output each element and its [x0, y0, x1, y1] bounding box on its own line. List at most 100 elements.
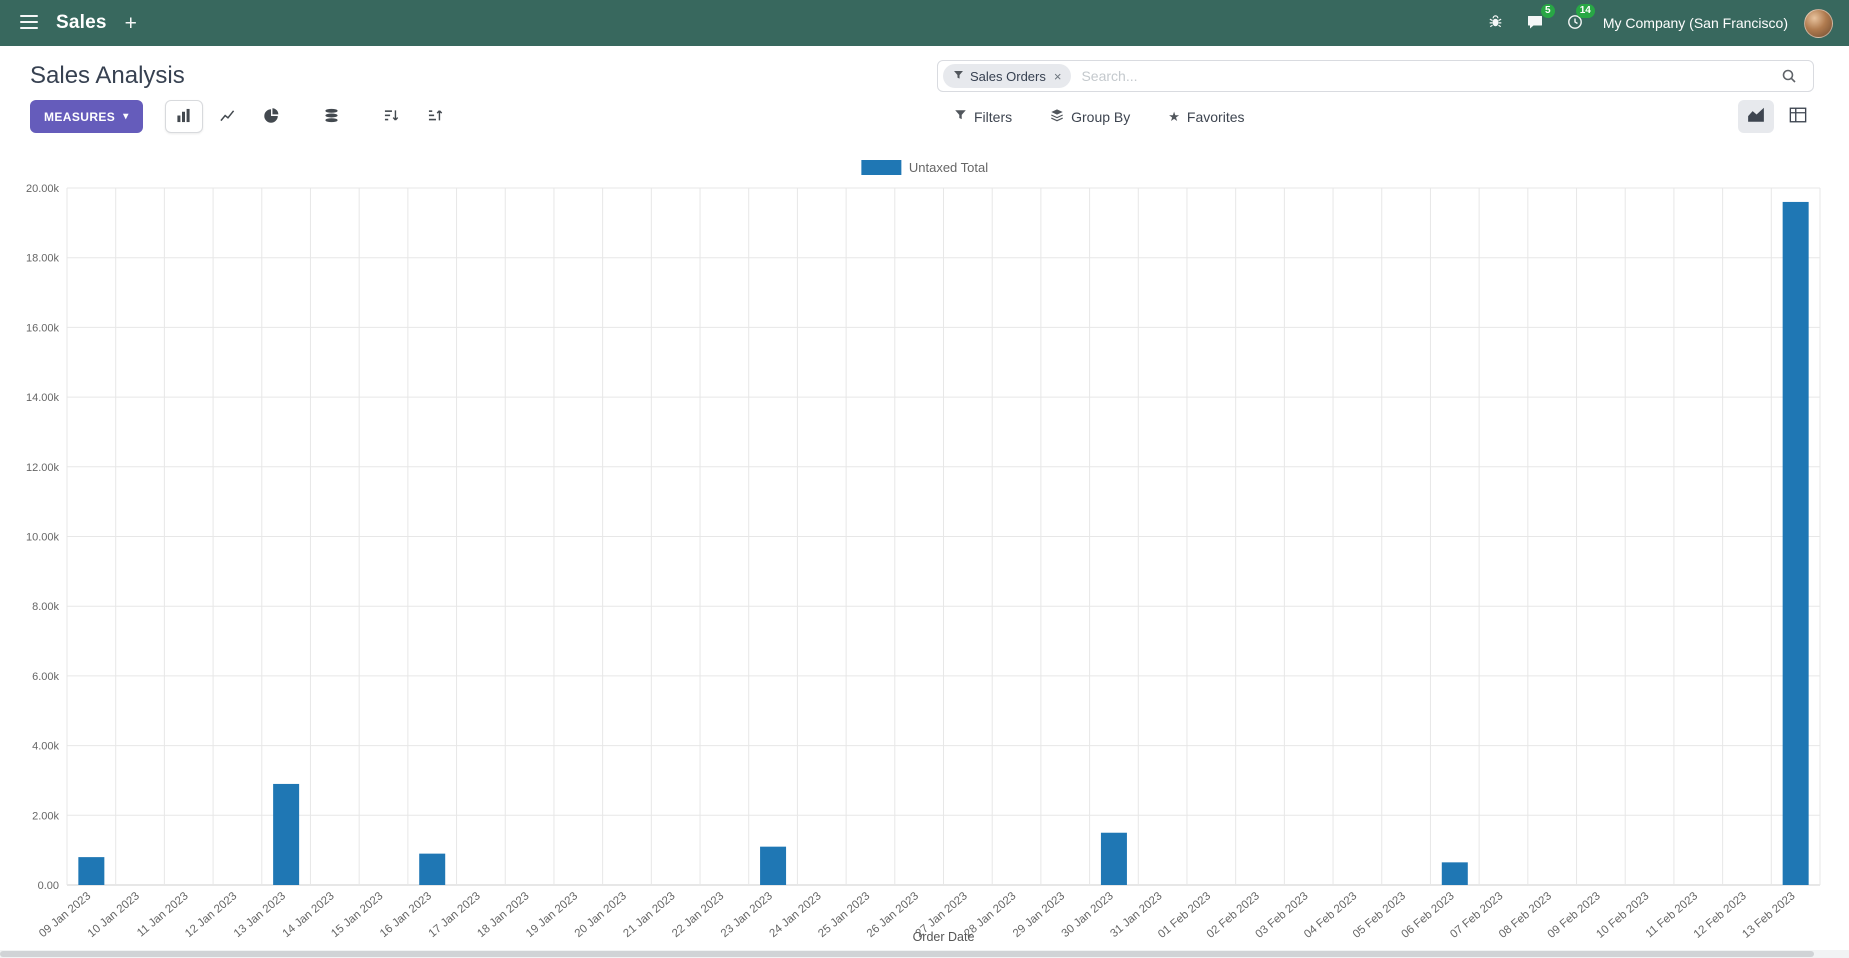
debug-button[interactable]: [1484, 10, 1507, 36]
search-bar[interactable]: Sales Orders ×: [937, 60, 1814, 92]
svg-text:15 Jan 2023: 15 Jan 2023: [329, 890, 385, 940]
user-avatar[interactable]: [1804, 8, 1833, 38]
view-switcher: [1738, 100, 1816, 133]
svg-text:12 Feb 2023: 12 Feb 2023: [1692, 890, 1749, 941]
svg-text:21 Jan 2023: 21 Jan 2023: [621, 890, 677, 940]
svg-text:12.00k: 12.00k: [26, 462, 60, 474]
svg-text:18.00k: 18.00k: [26, 253, 60, 265]
svg-text:06 Feb 2023: 06 Feb 2023: [1400, 890, 1457, 941]
bar-chart-button[interactable]: [164, 100, 203, 133]
hamburger-icon: [20, 14, 38, 32]
messages-button[interactable]: 5: [1523, 3, 1555, 37]
star-icon: ★: [1168, 109, 1180, 124]
sort-descending-button[interactable]: [373, 100, 411, 133]
svg-text:10.00k: 10.00k: [26, 532, 60, 544]
search-icon[interactable]: [1775, 67, 1803, 85]
svg-text:17 Jan 2023: 17 Jan 2023: [427, 890, 483, 940]
line-chart-icon: [220, 108, 235, 126]
sales-chart[interactable]: 0.00 2.00k 4.00k 6.00k 8.00k 10.00k 12.00k 14.0…: [0, 146, 1849, 950]
app-name[interactable]: Sales: [56, 12, 107, 33]
svg-text:10 Jan 2023: 10 Jan 2023: [86, 890, 142, 940]
svg-text:29 Jan 2023: 29 Jan 2023: [1011, 890, 1067, 940]
svg-text:6.00k: 6.00k: [32, 671, 59, 683]
legend-swatch: [860, 160, 901, 175]
stacked-toggle-button[interactable]: [313, 100, 351, 133]
area-chart-icon: [1747, 106, 1765, 127]
favorites-label: Favorites: [1186, 108, 1245, 125]
search-facet[interactable]: Sales Orders ×: [943, 64, 1072, 88]
activities-badge: 14: [1575, 3, 1595, 18]
svg-text:12 Jan 2023: 12 Jan 2023: [183, 890, 239, 940]
svg-text:16.00k: 16.00k: [26, 322, 60, 334]
measures-label: MEASURES: [44, 109, 116, 124]
facet-label: Sales Orders: [970, 68, 1046, 84]
svg-text:01 Feb 2023: 01 Feb 2023: [1156, 890, 1213, 941]
svg-text:2.00k: 2.00k: [32, 810, 59, 822]
scrollbar-thumb[interactable]: [0, 951, 1814, 957]
measures-button[interactable]: MEASURES ▾: [30, 100, 143, 133]
search-input[interactable]: [1079, 67, 1767, 85]
group-by-button[interactable]: Group By: [1044, 107, 1136, 126]
svg-text:Order Date: Order Date: [913, 930, 975, 944]
pivot-table-icon: [1789, 106, 1807, 127]
svg-text:8.00k: 8.00k: [32, 601, 59, 613]
svg-text:22 Jan 2023: 22 Jan 2023: [670, 890, 726, 940]
svg-text:18 Jan 2023: 18 Jan 2023: [475, 890, 531, 940]
svg-text:19 Jan 2023: 19 Jan 2023: [524, 890, 580, 940]
svg-text:4.00k: 4.00k: [32, 741, 59, 753]
facet-remove-icon[interactable]: ×: [1053, 68, 1062, 84]
svg-text:05 Feb 2023: 05 Feb 2023: [1351, 890, 1408, 941]
chat-icon: [1527, 14, 1543, 33]
svg-text:25 Jan 2023: 25 Jan 2023: [816, 890, 872, 940]
svg-text:08 Feb 2023: 08 Feb 2023: [1497, 890, 1554, 941]
svg-text:14.00k: 14.00k: [26, 392, 60, 404]
pie-chart-icon: [264, 107, 279, 126]
layers-icon: [1050, 108, 1064, 125]
sort-ascending-button[interactable]: [417, 100, 455, 133]
svg-text:14 Jan 2023: 14 Jan 2023: [281, 890, 337, 940]
control-panel: Sales Analysis Sales Orders ×: [0, 46, 1849, 146]
chart-area: Untaxed Total 0.00 2.00k 4.00k 6.00k 8.00k 10…: [0, 146, 1849, 950]
line-chart-button[interactable]: [209, 100, 247, 133]
activities-button[interactable]: 14: [1563, 3, 1595, 37]
legend-label: Untaxed Total: [908, 160, 989, 175]
clock-icon: [1567, 14, 1583, 33]
svg-text:11 Jan 2023: 11 Jan 2023: [135, 890, 191, 939]
chevron-down-icon: ▾: [123, 111, 129, 122]
svg-text:24 Jan 2023: 24 Jan 2023: [767, 890, 823, 940]
new-record-button[interactable]: +: [121, 9, 141, 38]
funnel-icon: [954, 109, 967, 125]
pivot-view-button[interactable]: [1780, 100, 1816, 133]
sort-descending-icon: [384, 108, 399, 126]
svg-text:07 Feb 2023: 07 Feb 2023: [1448, 890, 1505, 941]
svg-text:09 Jan 2023: 09 Jan 2023: [37, 890, 93, 940]
sort-ascending-icon: [428, 108, 443, 126]
favorites-button[interactable]: ★ Favorites: [1162, 108, 1250, 126]
svg-text:13 Jan 2023: 13 Jan 2023: [232, 890, 288, 940]
page-title: Sales Analysis: [30, 62, 185, 89]
apps-menu-button[interactable]: [16, 11, 42, 36]
svg-text:20.00k: 20.00k: [26, 183, 60, 195]
pie-chart-button[interactable]: [253, 100, 291, 133]
horizontal-scrollbar[interactable]: [0, 950, 1849, 958]
chart-toolbar: MEASURES ▾: [30, 100, 455, 133]
svg-text:13 Feb 2023: 13 Feb 2023: [1740, 890, 1797, 941]
svg-text:23 Jan 2023: 23 Jan 2023: [719, 890, 775, 940]
filters-button[interactable]: Filters: [948, 108, 1018, 126]
messages-badge: 5: [1540, 3, 1555, 18]
svg-text:09 Feb 2023: 09 Feb 2023: [1546, 890, 1603, 941]
graph-view-button[interactable]: [1738, 100, 1774, 133]
svg-text:03 Feb 2023: 03 Feb 2023: [1253, 890, 1310, 941]
svg-text:16 Jan 2023: 16 Jan 2023: [378, 890, 434, 940]
company-switcher[interactable]: My Company (San Francisco): [1602, 15, 1788, 31]
search-options: Filters Group By ★ Favorites: [948, 100, 1251, 133]
bug-icon: [1488, 14, 1503, 32]
group-by-label: Group By: [1071, 108, 1131, 125]
svg-text:30 Jan 2023: 30 Jan 2023: [1060, 890, 1116, 940]
top-navbar: Sales + 5: [0, 0, 1849, 46]
filters-label: Filters: [974, 108, 1013, 125]
legend-item[interactable]: Untaxed Total: [860, 160, 989, 175]
svg-text:04 Feb 2023: 04 Feb 2023: [1302, 890, 1359, 941]
svg-text:0.00: 0.00: [38, 880, 59, 892]
stacked-icon: [324, 108, 339, 126]
